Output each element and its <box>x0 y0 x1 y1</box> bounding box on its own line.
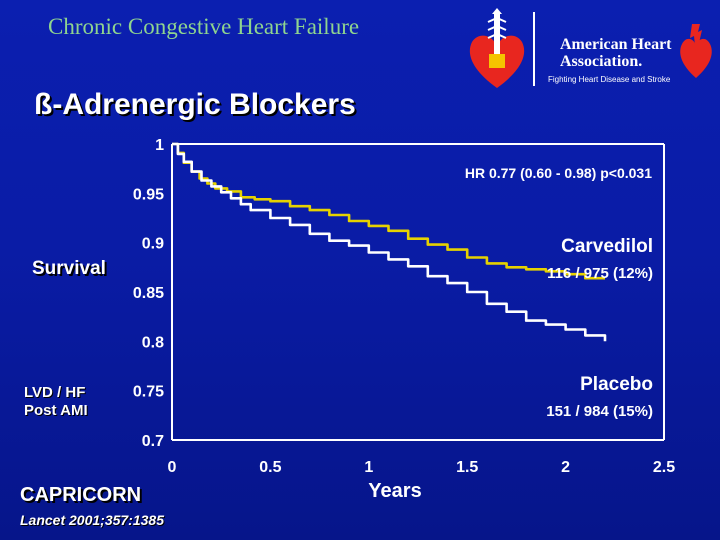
y-axis-title: Survival <box>32 258 106 279</box>
y-tick-label: 0.95 <box>133 186 164 203</box>
carvedilol-label: Carvedilol <box>561 236 653 257</box>
placebo-detail: 151 / 984 (15%) <box>546 403 653 420</box>
study-name: CAPRICORN <box>20 484 142 506</box>
y-tick-label: 1 <box>155 137 164 154</box>
aha-wordmark-line2: Association. <box>560 53 643 70</box>
y-tick-label: 0.85 <box>133 285 164 302</box>
slide-title: ß-Adrenergic Blockers <box>34 88 356 121</box>
y-tick-label: 0.8 <box>142 334 164 351</box>
plot-frame <box>171 143 665 441</box>
x-tick-label: 0.5 <box>259 459 281 476</box>
hr-annotation: HR 0.77 (0.60 - 0.98) p<0.031 <box>465 165 652 181</box>
x-axis-title: Years <box>368 480 421 502</box>
y-tick-label: 0.9 <box>142 236 164 253</box>
x-tick-label: 2.5 <box>653 459 675 476</box>
y-tick-label: 0.75 <box>133 384 164 401</box>
x-tick-label: 1.5 <box>456 459 478 476</box>
aha-heart-torch-icon <box>469 8 525 88</box>
x-tick-labels: 0 0.5 1 1.5 2 2.5 <box>168 459 676 476</box>
x-tick-label: 1 <box>364 459 373 476</box>
aha-heart-icon <box>680 24 712 78</box>
y-tick-label: 0.7 <box>142 433 164 450</box>
x-tick-label: 0 <box>168 459 177 476</box>
aha-tagline: Fighting Heart Disease and Stroke <box>548 75 671 84</box>
population-line2: Post AMI <box>24 402 88 419</box>
carvedilol-survival-line <box>172 142 605 280</box>
aha-wordmark-line1: American Heart <box>560 36 672 53</box>
population-label: LVD / HF Post AMI <box>24 384 88 420</box>
y-tick-labels: 1 0.95 0.9 0.85 0.8 0.75 0.7 <box>133 137 164 450</box>
reference-citation: Lancet 2001;357:1385 <box>20 512 164 528</box>
x-tick-label: 2 <box>561 459 570 476</box>
carvedilol-detail: 116 / 975 (12%) <box>547 265 653 282</box>
placebo-label: Placebo <box>580 374 653 395</box>
population-line1: LVD / HF <box>24 384 86 401</box>
series-layer <box>172 142 607 342</box>
placebo-survival-line <box>172 142 607 342</box>
aha-logo <box>462 8 682 92</box>
aha-wordmark: American Heart Association. <box>560 36 672 70</box>
header-title: Chronic Congestive Heart Failure <box>48 14 360 39</box>
logo-divider <box>533 12 535 86</box>
